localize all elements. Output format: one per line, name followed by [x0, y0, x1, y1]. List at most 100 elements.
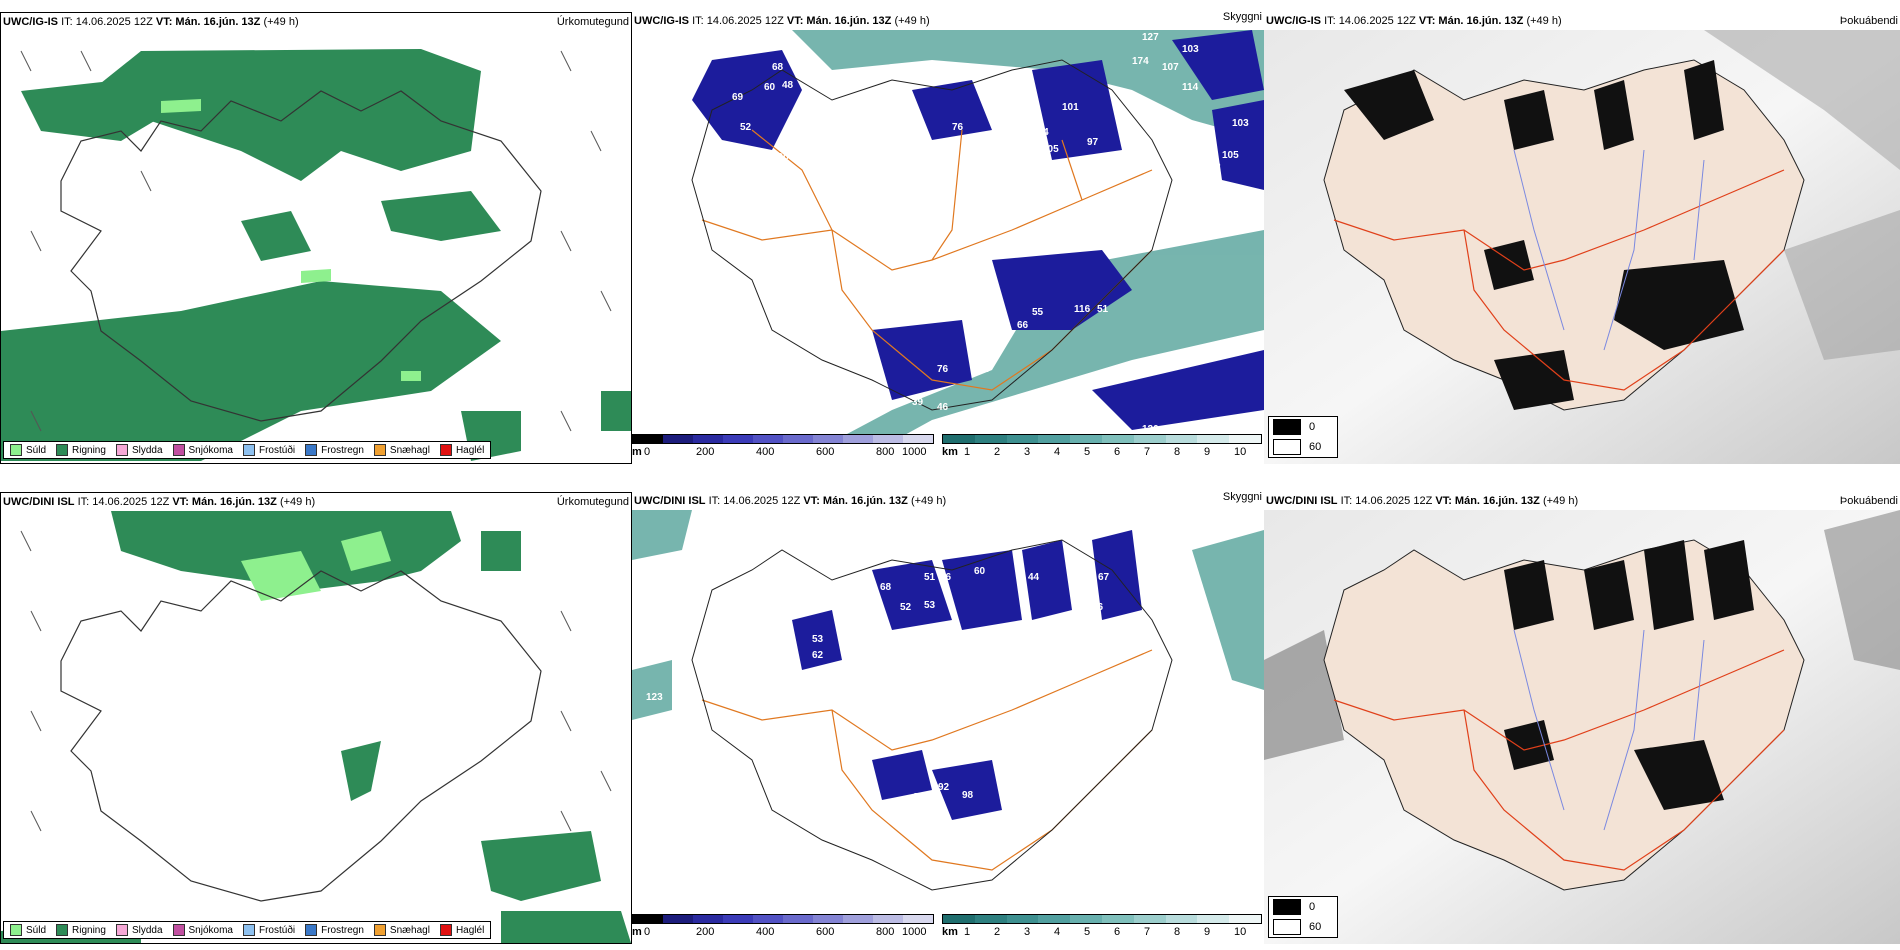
panel-title: Skyggni — [1222, 492, 1262, 503]
value-label: 98 — [962, 790, 974, 801]
fog-legend: 0 60 — [1268, 896, 1338, 938]
value-label: 53 — [924, 600, 936, 611]
value-label: 46 — [937, 402, 949, 413]
lead-time: (+49 h) — [1526, 15, 1562, 27]
fog-map — [1264, 510, 1900, 944]
lead-time: (+49 h) — [910, 495, 947, 507]
valid-label: VT: — [1418, 15, 1436, 27]
legend-swatch — [115, 924, 128, 936]
km-tick: 10 — [1234, 446, 1247, 458]
iceland-outline — [691, 59, 1173, 411]
legend-swatch — [56, 924, 69, 936]
value-label: 97 — [1087, 137, 1099, 148]
value-label: 101 — [1062, 102, 1079, 113]
wind-barbs — [20, 50, 612, 432]
value-label: 51 — [1097, 304, 1109, 315]
km-tick: 7 — [1144, 446, 1151, 458]
km-scale-bar — [942, 434, 1262, 444]
fog-band — [1784, 210, 1900, 360]
legend-item: Slydda — [115, 924, 163, 936]
legend-item: Snæhagl — [373, 924, 430, 936]
value-label: 305 — [1042, 144, 1059, 155]
legend-swatch — [10, 924, 22, 936]
value-label: 122 — [1204, 162, 1221, 173]
legend-item: Rigning — [56, 444, 106, 456]
model-name: UWC/IG-IS — [634, 15, 689, 27]
fog-panel-bottom: UWC/DINI ISL IT: 14.06.2025 12Z VT: Mán.… — [1264, 492, 1900, 944]
cloud-base-labels: 68 53 51 46 60 44 67 76 52 98 92 70 123 … — [646, 566, 1110, 803]
legend-swatch — [305, 444, 318, 456]
km-tick: 9 — [1204, 926, 1211, 938]
km-unit: km — [942, 926, 958, 938]
meter-tick: 400 — [756, 446, 775, 458]
panel-header: UWC/DINI ISL IT: 14.06.2025 12Z VT: Mán.… — [1264, 492, 1900, 510]
panel-title: Úrkomutegund — [556, 16, 629, 28]
fog-band — [1704, 30, 1900, 170]
meter-tick: 800 — [876, 446, 895, 458]
valid-label: VT: — [1435, 495, 1452, 507]
value-label: 62 — [812, 650, 824, 661]
iceland-outline — [60, 90, 542, 422]
meter-tick: 0 — [644, 926, 651, 938]
fog-legend-row: 0 — [1269, 897, 1337, 917]
value-label: 65 — [944, 262, 956, 273]
value-label: 146 — [997, 424, 1014, 435]
value-label: 70 — [914, 792, 926, 803]
legend-swatch — [172, 444, 185, 456]
value-label: 42 — [852, 614, 864, 625]
value-label: 67 — [1098, 572, 1110, 583]
meter-scale-bar — [632, 434, 934, 444]
value-label: 127 — [1142, 32, 1159, 43]
iceland-outline — [691, 539, 1173, 891]
meter-tick: 1000 — [902, 446, 927, 458]
value-label: 204 — [1032, 127, 1049, 138]
meter-unit: m — [632, 926, 642, 938]
km-tick: 10 — [1234, 926, 1247, 938]
legend-item: Frostúði — [242, 924, 295, 936]
model-name: UWC/DINI ISL — [1266, 495, 1338, 507]
meter-tick: 800 — [876, 926, 895, 938]
rain-areas — [1, 49, 631, 461]
model-name: UWC/DINI ISL — [3, 496, 75, 508]
cloud-map: 68 53 51 46 60 44 67 76 52 98 92 70 123 … — [632, 510, 1264, 891]
legend-item: Haglél — [439, 924, 484, 936]
legend-item: Rigning — [56, 924, 106, 936]
panel-header: UWC/IG-IS IT: 14.06.2025 12Z VT: Mán. 16… — [632, 12, 1264, 30]
value-label: 100 — [772, 152, 789, 163]
value-label: 103 — [1182, 44, 1199, 55]
init-time: IT: 14.06.2025 12Z — [1324, 15, 1416, 27]
cloud-panel-bottom: UWC/DINI ISL IT: 14.06.2025 12Z VT: Mán.… — [632, 492, 1264, 944]
value-label: 52 — [740, 122, 752, 133]
valid-time: Mán. 16.jún. 13Z — [806, 15, 892, 27]
value-label: 103 — [1232, 118, 1249, 129]
road-network — [701, 129, 1153, 391]
value-label: 69 — [732, 92, 744, 103]
value-label: 51 — [924, 572, 936, 583]
panel-header: UWC/IG-IS IT: 14.06.2025 12Z VT: Mán. 16… — [1, 13, 631, 31]
meter-tick: 200 — [696, 926, 715, 938]
fog-band — [1264, 630, 1344, 760]
value-label: 60 — [974, 566, 986, 577]
value-label: 123 — [646, 692, 663, 703]
legend-swatch — [172, 924, 185, 936]
legend-item: Frostúði — [242, 444, 295, 456]
km-tick: 2 — [994, 926, 1001, 938]
model-name: UWC/DINI ISL — [634, 495, 706, 507]
km-scale-bar — [942, 914, 1262, 924]
model-name: UWC/IG-IS — [3, 16, 58, 28]
value-label: 44 — [812, 130, 824, 141]
fog-panel-top: UWC/IG-IS IT: 14.06.2025 12Z VT: Mán. 16… — [1264, 12, 1900, 464]
km-tick: 1 — [964, 926, 971, 938]
precip-map — [1, 511, 631, 943]
legend-item: Slydda — [115, 444, 163, 456]
legend-item: Snjókoma — [172, 924, 233, 936]
model-name: UWC/IG-IS — [1266, 15, 1321, 27]
low-cloud-areas — [792, 530, 1142, 820]
value-label: 68 — [880, 582, 892, 593]
value-label: 92 — [938, 782, 950, 793]
value-label: 107 — [1162, 62, 1179, 73]
panel-header: UWC/DINI ISL IT: 14.06.2025 12Z VT: Mán.… — [1, 493, 631, 511]
river-network — [1513, 149, 1705, 351]
value-label: 136 — [1040, 412, 1057, 423]
legend-swatch — [439, 444, 452, 456]
